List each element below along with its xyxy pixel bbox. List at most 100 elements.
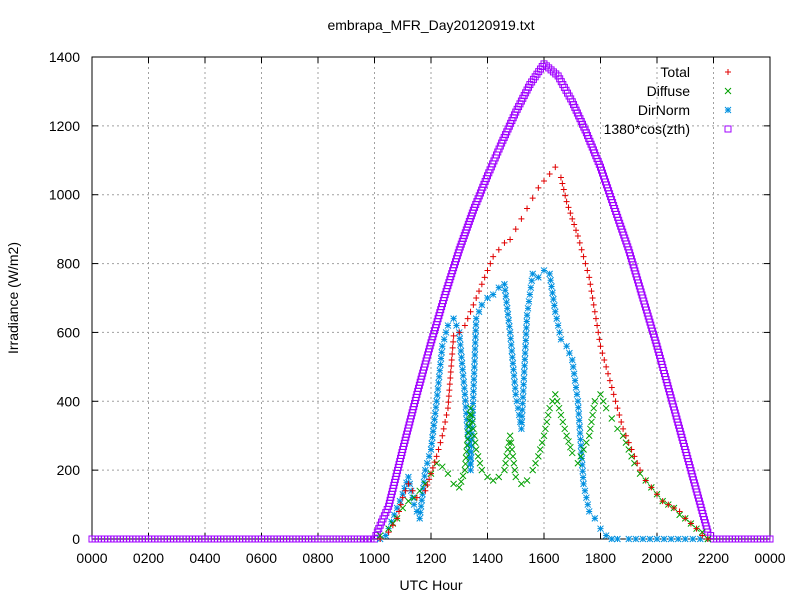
total-point [535, 184, 542, 191]
dirnorm-point [646, 535, 654, 543]
dirnorm-point [681, 535, 689, 543]
total-point [631, 453, 638, 460]
total-point [546, 171, 553, 178]
diffuse-point [467, 404, 474, 412]
diffuse-point [553, 397, 561, 405]
total-point [541, 177, 547, 184]
cos-zth-point [724, 125, 732, 133]
total-point [595, 329, 602, 336]
total-point [659, 498, 666, 505]
dirnorm-point [432, 403, 440, 411]
cos-zth-point [549, 68, 557, 76]
dirnorm-point [580, 480, 587, 488]
total-point [567, 210, 574, 217]
total-point [394, 515, 401, 522]
total-point [557, 174, 564, 181]
dirnorm-point [502, 292, 510, 300]
diffuse-point [542, 425, 549, 433]
diffuse-point [555, 404, 563, 412]
dirnorm-point [632, 535, 640, 543]
total-point [582, 260, 589, 267]
total-point [559, 180, 566, 187]
series-1 [376, 391, 712, 543]
diffuse-point [461, 466, 469, 474]
diffuse-point [557, 411, 565, 419]
total-point [428, 470, 434, 477]
dirnorm-point [516, 418, 524, 426]
diffuse-point [551, 391, 559, 398]
total-point [634, 460, 641, 467]
dirnorm-point [521, 356, 529, 363]
y-tick-label: 600 [57, 324, 81, 340]
total-point [552, 164, 559, 171]
dirnorm-point [460, 378, 468, 386]
x-tick-label: 0000 [76, 550, 107, 566]
dirnorm-point [608, 535, 616, 543]
series-3 [88, 60, 774, 543]
total-point [478, 281, 485, 288]
dirnorm-point [465, 447, 473, 455]
x-tick-label: 2200 [698, 550, 729, 566]
legend: Total Diffuse DirNorm 1380*cos(zth) [604, 64, 732, 137]
diffuse-point [462, 454, 470, 462]
diffuse-point [567, 443, 574, 451]
total-point [431, 459, 438, 466]
diffuse-point [698, 528, 706, 536]
dirnorm-point [575, 410, 583, 418]
diffuse-point [463, 448, 470, 455]
total-point [470, 301, 477, 308]
total-point [704, 536, 711, 542]
diffuse-point [563, 432, 570, 440]
dirnorm-point [520, 381, 527, 388]
total-point [573, 227, 580, 234]
total-point [562, 192, 569, 199]
dirnorm-point [578, 455, 586, 462]
dirnorm-point [435, 379, 442, 387]
total-point [464, 315, 471, 322]
total-point [507, 236, 514, 243]
diffuse-point [459, 472, 467, 480]
dirnorm-point [519, 400, 527, 407]
y-tick-label: 1000 [49, 187, 80, 203]
series-0 [377, 164, 711, 542]
x-tick-label: 0600 [246, 550, 277, 566]
dirnorm-point [430, 422, 438, 429]
total-point [597, 343, 604, 350]
dirnorm-point [437, 361, 444, 368]
total-point [501, 239, 508, 246]
dirnorm-point [540, 267, 548, 274]
dirnorm-point [478, 301, 486, 309]
dirnorm-point [457, 347, 465, 355]
dirnorm-point [584, 501, 592, 508]
dirnorm-point [495, 284, 503, 292]
dirnorm-point [438, 348, 446, 356]
dirnorm-point [568, 356, 576, 364]
dirnorm-point [518, 425, 525, 433]
diffuse-point [489, 477, 497, 484]
y-tick-label: 200 [57, 462, 81, 478]
dirnorm-point [471, 357, 478, 365]
diffuse-point [565, 438, 572, 445]
diffuse-point [474, 453, 482, 460]
diffuse-point [416, 487, 424, 495]
x-tick-label: 0800 [302, 550, 333, 566]
dirnorm-point [524, 304, 532, 312]
dirnorm-point [421, 466, 429, 474]
dirnorm-point [546, 270, 554, 278]
dirnorm-point [571, 377, 579, 384]
total-point [612, 398, 619, 405]
total-point [426, 476, 433, 483]
diffuse-point [376, 532, 384, 539]
y-tick-label: 800 [57, 256, 81, 272]
total-point [433, 453, 440, 460]
cos-zth-point [363, 535, 371, 543]
diffuse-point [580, 446, 587, 453]
diffuse-point [577, 453, 585, 460]
diffuse-point [507, 439, 515, 446]
diffuse-point [534, 453, 542, 460]
dirnorm-point [510, 372, 518, 380]
dirnorm-point [548, 283, 555, 290]
total-point [429, 464, 436, 471]
dirnorm-point [431, 409, 439, 417]
total-point [444, 405, 451, 412]
